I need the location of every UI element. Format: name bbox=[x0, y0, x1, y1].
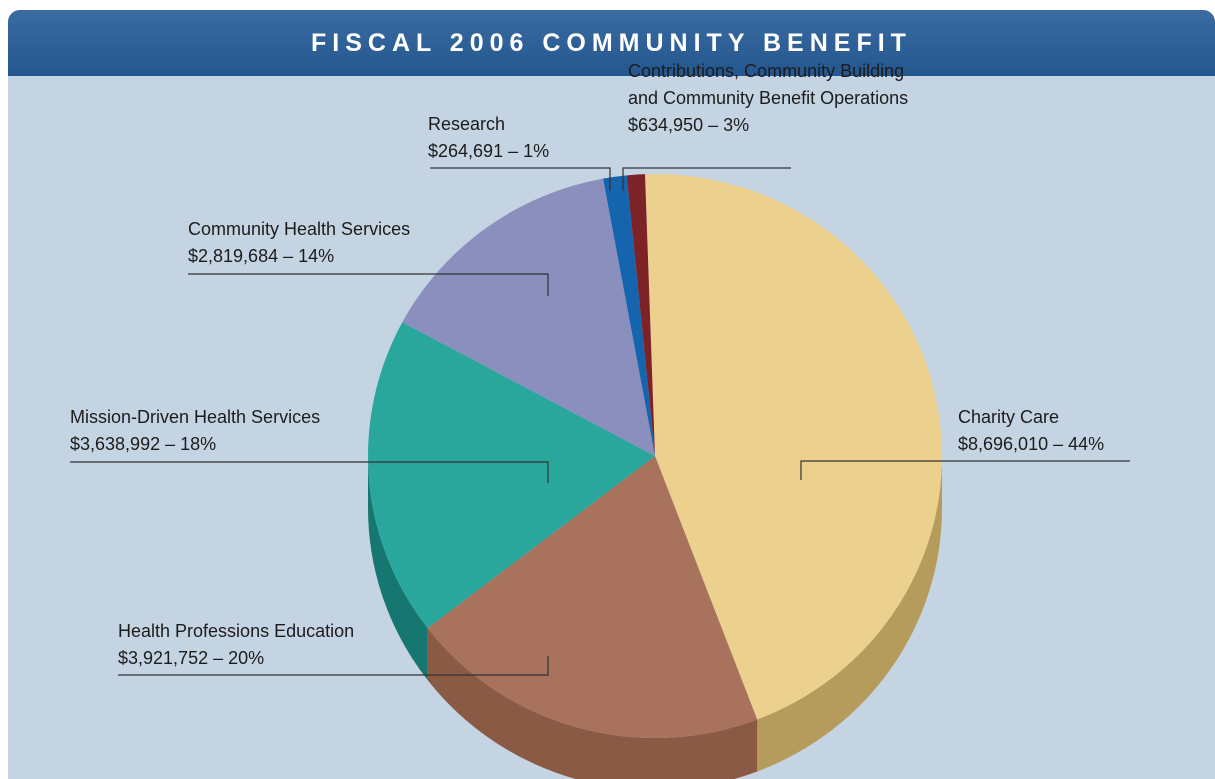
label-health-professions-value: $3,921,752 – 20% bbox=[118, 648, 264, 668]
chart-title: FISCAL 2006 COMMUNITY BENEFIT bbox=[311, 28, 912, 57]
leader-line-community-health bbox=[188, 273, 549, 296]
label-contributions-name-line1: Contributions, Community Building bbox=[628, 61, 904, 81]
slice-research bbox=[603, 175, 655, 456]
label-health-professions-name: Health Professions Education bbox=[118, 621, 354, 641]
leader-line-health-professions-education bbox=[118, 656, 549, 676]
chart-header: FISCAL 2006 COMMUNITY BENEFIT bbox=[8, 10, 1215, 76]
slice-community-health-services bbox=[402, 178, 655, 456]
leader-lines bbox=[70, 167, 1130, 676]
slice-side-mission-driven-health-services bbox=[368, 456, 428, 681]
pie-sides bbox=[368, 456, 942, 779]
label-charity-care-value: $8,696,010 – 44% bbox=[958, 434, 1104, 454]
slice-charity-care bbox=[644, 174, 942, 720]
label-contributions-name-line2: and Community Benefit Operations bbox=[628, 88, 908, 108]
chart-panel: FISCAL 2006 COMMUNITY BENEFIT Charity Ca… bbox=[8, 10, 1215, 779]
leader-line-mission-driven bbox=[70, 461, 549, 483]
leader-line-charity-care bbox=[800, 460, 1130, 480]
label-charity-care-name: Charity Care bbox=[958, 407, 1059, 427]
slice-side-charity-care bbox=[757, 456, 942, 772]
label-community-health-value: $2,819,684 – 14% bbox=[188, 246, 334, 266]
label-community-health-name: Community Health Services bbox=[188, 219, 410, 239]
label-research-value: $264,691 – 1% bbox=[428, 141, 549, 161]
pie-slices bbox=[368, 174, 942, 738]
label-contributions-value: $634,950 – 3% bbox=[628, 115, 749, 135]
slice-contributions-community-building-and-community-benefit-operations bbox=[626, 174, 655, 456]
slice-side-health-professions-education bbox=[427, 628, 758, 779]
slice-health-professions-education bbox=[427, 456, 758, 738]
label-mission-driven-name: Mission-Driven Health Services bbox=[70, 407, 320, 427]
pie-chart: Charity Care $8,696,010 – 44% Health Pro… bbox=[70, 61, 1130, 779]
label-mission-driven-value: $3,638,992 – 18% bbox=[70, 434, 216, 454]
slice-mission-driven-health-services bbox=[368, 322, 655, 629]
label-research-name: Research bbox=[428, 114, 505, 134]
leader-line-research bbox=[430, 167, 611, 191]
leader-line-contributions bbox=[622, 167, 791, 191]
